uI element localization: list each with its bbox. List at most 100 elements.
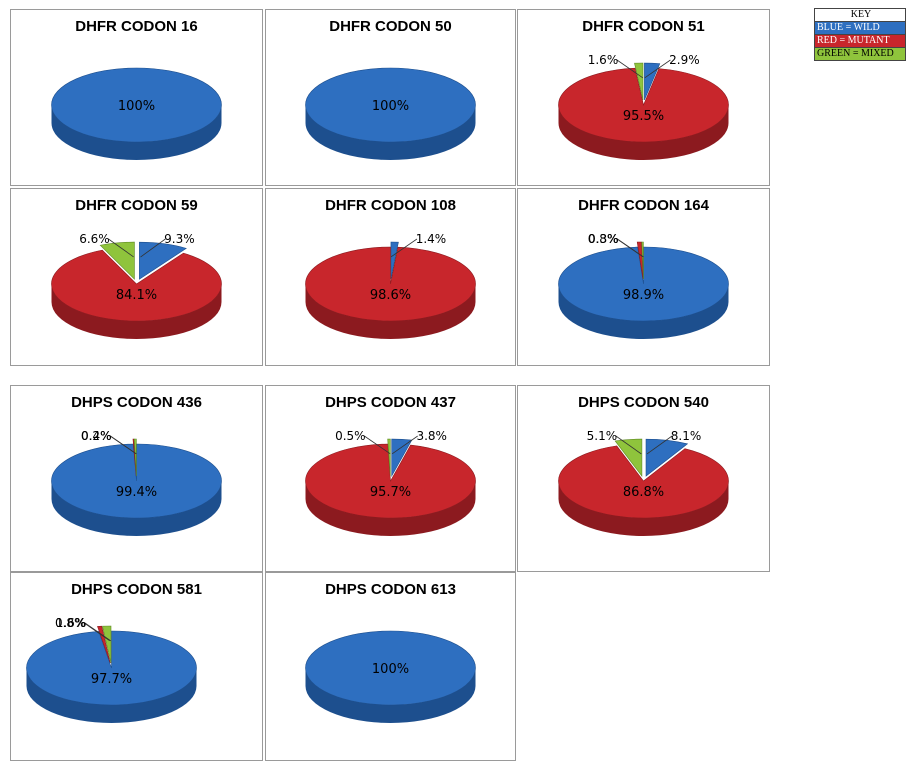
key-mutant-entry: RED = MUTANT	[815, 34, 905, 47]
pie-panel: DHPS CODON 436 99.4% 0.2% 0.4%	[10, 385, 263, 572]
key-title: KEY	[815, 9, 905, 21]
pie-slice-side	[51, 481, 222, 536]
slice-percentage-label: 0.8%	[55, 616, 86, 630]
chart-title: DHPS CODON 540	[578, 394, 709, 411]
pie-slice-side	[51, 284, 222, 339]
pie-svg: DHPS CODON 613 100%	[305, 581, 476, 723]
pie-panel: DHFR CODON 51 2.9% 95.5% 1.6%	[517, 9, 770, 186]
label-leader-line	[390, 238, 418, 258]
color-key-legend: KEY BLUE = WILD RED = MUTANT GREEN = MIX…	[814, 8, 906, 61]
pie-slice	[645, 438, 689, 477]
label-leader-line	[364, 435, 391, 455]
pie-slice	[634, 62, 644, 101]
pie-svg: DHFR CODON 108 1.4% 98.6%	[305, 197, 476, 339]
pie-svg: DHFR CODON 16 100%	[51, 18, 222, 160]
label-leader-line	[140, 238, 166, 258]
slice-percentage-label: 95.5%	[623, 109, 664, 124]
pie-slice	[51, 67, 222, 143]
slice-percentage-label: 6.6%	[79, 232, 110, 246]
chart-title: DHFR CODON 16	[75, 18, 198, 35]
slice-percentage-label: 0.5%	[335, 429, 366, 443]
pie-slice	[614, 438, 643, 477]
pie-slice-side	[305, 481, 476, 536]
slice-percentage-label: 100%	[372, 662, 409, 677]
chart-title: DHFR CODON 59	[75, 197, 198, 214]
slice-percentage-label: 86.8%	[623, 485, 664, 500]
pie-svg: DHPS CODON 436 99.4% 0.2%0.4%	[51, 394, 222, 536]
label-leader-line	[84, 622, 112, 642]
pie-svg: DHFR CODON 51 2.9% 95.5% 1.6%	[558, 18, 729, 160]
slice-percentage-label: 98.9%	[623, 288, 664, 303]
chart-title: DHPS CODON 613	[325, 581, 456, 598]
pie-slice	[51, 249, 222, 322]
pie-panel: DHFR CODON 108 1.4% 98.6%	[265, 188, 516, 366]
slice-percentage-label: 2.9%	[669, 53, 700, 67]
slice-percentage-label: 84.1%	[116, 288, 157, 303]
pie-svg: DHFR CODON 164 98.9% 0.8%0.3%	[558, 197, 729, 339]
pie-panel: DHPS CODON 581 97.7% 0.8% 1.6%	[10, 572, 263, 761]
key-wild-entry: BLUE = WILD	[815, 21, 905, 34]
slice-percentage-label: 98.6%	[370, 288, 411, 303]
label-leader-line	[84, 622, 110, 642]
pie-slice	[305, 630, 476, 706]
slice-percentage-label: 100%	[118, 99, 155, 114]
pie-slice	[641, 241, 644, 280]
pie-slice	[305, 443, 476, 519]
pie-slice-side	[305, 284, 476, 339]
pie-slice-side	[26, 668, 197, 723]
pie-panel: DHFR CODON 50 100%	[265, 9, 516, 186]
slice-percentage-label: 100%	[372, 99, 409, 114]
pie-svg: DHFR CODON 59 9.3% 84.1% 6.6%	[51, 197, 222, 339]
label-leader-line	[110, 435, 137, 455]
slice-percentage-label: 0.8%	[588, 232, 619, 246]
slice-percentage-label: 1.4%	[416, 232, 447, 246]
pie-slice	[305, 246, 476, 322]
pie-svg: DHPS CODON 581 97.7% 0.8%1.6%	[26, 581, 202, 723]
label-leader-line	[391, 435, 418, 455]
slice-percentage-label: 0.4%	[81, 429, 112, 443]
chart-title: DHPS CODON 581	[71, 581, 202, 598]
pie-slice	[558, 67, 729, 143]
slice-percentage-label: 8.1%	[671, 429, 702, 443]
slice-percentage-label: 1.6%	[588, 53, 619, 67]
label-leader-line	[616, 59, 644, 79]
pie-slice-side	[305, 668, 476, 723]
pie-slice	[305, 67, 476, 143]
pie-panel: DHFR CODON 59 9.3% 84.1% 6.6%	[10, 188, 263, 366]
slice-percentage-label: 9.3%	[164, 232, 195, 246]
pie-slice	[97, 625, 111, 664]
pie-slice	[139, 241, 187, 280]
chart-title: DHFR CODON 164	[578, 197, 710, 214]
pie-slice-side	[51, 105, 222, 160]
slice-percentage-label: 99.4%	[116, 485, 157, 500]
slice-percentage-label: 95.7%	[370, 485, 411, 500]
pie-slice	[102, 625, 112, 664]
pie-slice-side	[558, 481, 729, 536]
pie-panel: DHFR CODON 164 98.9% 0.8% 0.3%	[517, 188, 770, 366]
slice-percentage-label: 0.2%	[81, 429, 112, 443]
label-leader-line	[615, 435, 642, 455]
chart-title: DHFR CODON 51	[582, 18, 705, 35]
label-leader-line	[617, 238, 644, 258]
pie-slice-side	[558, 284, 729, 339]
pie-slice-side	[305, 105, 476, 160]
chart-title: DHPS CODON 437	[325, 394, 456, 411]
pie-slice	[644, 62, 661, 101]
slice-percentage-label: 3.8%	[416, 429, 447, 443]
chart-title: DHFR CODON 108	[325, 197, 456, 214]
pie-svg: DHFR CODON 50 100%	[305, 18, 476, 160]
pie-slice	[390, 241, 399, 280]
pie-panel: DHFR CODON 16 100%	[10, 9, 263, 186]
pie-slice	[558, 246, 729, 322]
chart-title: DHFR CODON 50	[329, 18, 452, 35]
pie-panel: DHPS CODON 437 3.8% 95.7% 0.5%	[265, 385, 516, 572]
pie-svg: DHPS CODON 437 3.8% 95.7% 0.5%	[305, 394, 476, 536]
pie-panel: DHPS CODON 613 100%	[265, 572, 516, 761]
slice-percentage-label: 0.3%	[588, 232, 619, 246]
pie-slice	[26, 630, 197, 706]
pie-slice	[558, 445, 729, 519]
pie-svg: DHPS CODON 540 8.1% 86.8% 5.1%	[558, 394, 729, 536]
label-leader-line	[108, 238, 134, 258]
slice-percentage-label: 1.6%	[56, 616, 87, 630]
key-mixed-entry: GREEN = MIXED	[815, 47, 905, 60]
